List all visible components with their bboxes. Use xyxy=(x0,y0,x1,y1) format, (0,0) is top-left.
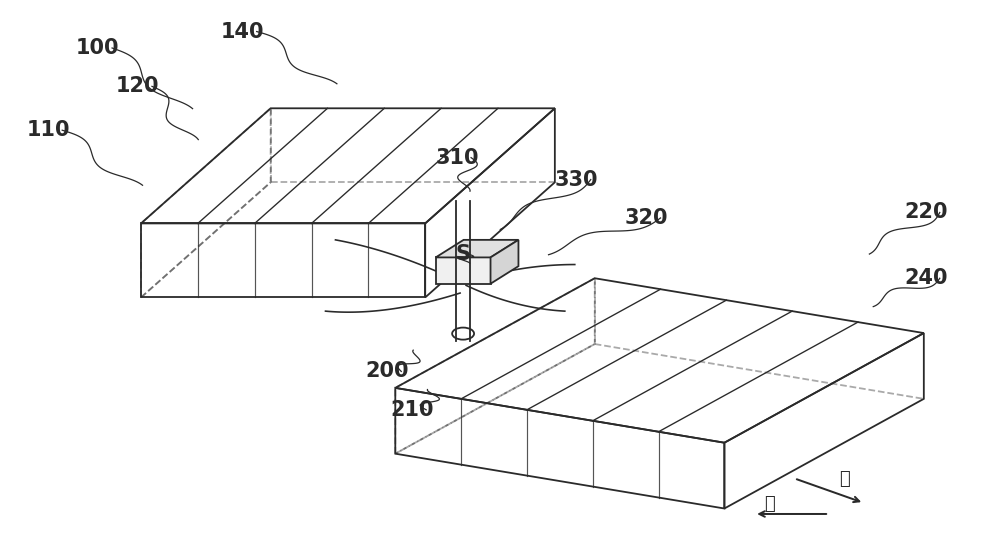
Text: 200: 200 xyxy=(365,361,409,381)
Polygon shape xyxy=(436,240,518,257)
Polygon shape xyxy=(491,240,518,284)
Text: 110: 110 xyxy=(26,120,70,140)
Polygon shape xyxy=(436,257,491,284)
Text: 右: 右 xyxy=(839,471,849,488)
Text: 左: 左 xyxy=(764,495,775,513)
Text: 320: 320 xyxy=(625,208,668,228)
Text: S: S xyxy=(455,244,470,263)
Text: 310: 310 xyxy=(435,148,479,168)
Text: 120: 120 xyxy=(116,77,160,96)
Text: 220: 220 xyxy=(904,202,947,223)
Text: 330: 330 xyxy=(555,170,598,190)
Text: 210: 210 xyxy=(390,400,434,420)
Text: 240: 240 xyxy=(904,268,947,288)
Text: 140: 140 xyxy=(221,21,264,41)
Text: 100: 100 xyxy=(76,38,120,58)
